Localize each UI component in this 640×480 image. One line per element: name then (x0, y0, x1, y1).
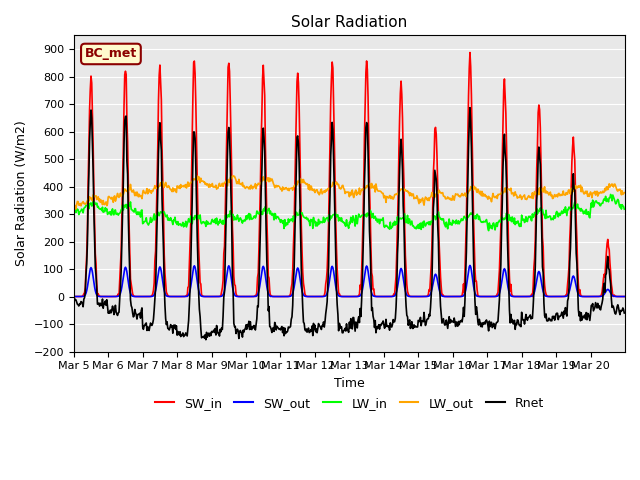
Y-axis label: Solar Radiation (W/m2): Solar Radiation (W/m2) (15, 120, 28, 266)
Legend: SW_in, SW_out, LW_in, LW_out, Rnet: SW_in, SW_out, LW_in, LW_out, Rnet (150, 392, 548, 415)
Title: Solar Radiation: Solar Radiation (291, 15, 408, 30)
X-axis label: Time: Time (334, 377, 365, 390)
Text: BC_met: BC_met (85, 48, 137, 60)
